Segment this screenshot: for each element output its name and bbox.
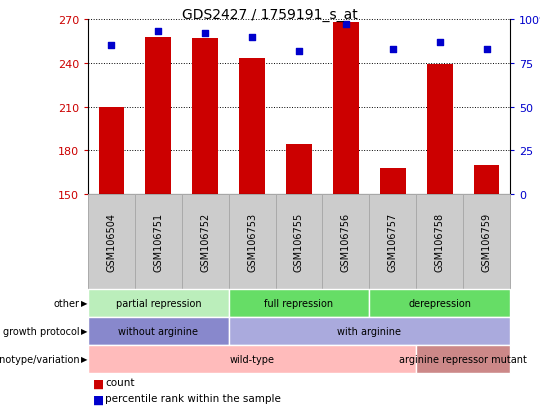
Text: percentile rank within the sample: percentile rank within the sample	[105, 393, 281, 403]
Text: full repression: full repression	[265, 298, 334, 308]
Point	[482, 46, 491, 53]
Text: GSM106751: GSM106751	[153, 212, 163, 271]
Bar	[380, 169, 406, 195]
Point	[201, 31, 210, 37]
Text: GSM106752: GSM106752	[200, 212, 210, 271]
Bar	[239, 59, 265, 195]
Text: wild-type: wild-type	[230, 354, 275, 364]
Bar	[192, 39, 218, 195]
Text: derepression: derepression	[408, 298, 471, 308]
Text: count: count	[105, 377, 135, 387]
Point	[154, 29, 163, 36]
Text: GSM106753: GSM106753	[247, 212, 257, 271]
Text: GSM106759: GSM106759	[482, 212, 491, 271]
Bar	[286, 145, 312, 195]
Text: GSM106757: GSM106757	[388, 212, 398, 271]
Text: GSM106504: GSM106504	[106, 212, 117, 271]
Bar	[427, 65, 453, 195]
Text: GSM106755: GSM106755	[294, 212, 304, 271]
Bar	[474, 166, 500, 195]
Text: GSM106758: GSM106758	[435, 212, 444, 271]
Text: GSM106756: GSM106756	[341, 212, 351, 271]
Text: growth protocol: growth protocol	[3, 326, 80, 336]
Point	[107, 43, 116, 50]
Text: arginine repressor mutant: arginine repressor mutant	[399, 354, 527, 364]
Text: with arginine: with arginine	[338, 326, 401, 336]
Bar	[333, 23, 359, 195]
Point	[248, 34, 256, 41]
Text: ■: ■	[93, 377, 105, 390]
Point	[435, 39, 444, 46]
Text: partial repression: partial repression	[116, 298, 201, 308]
Text: ■: ■	[93, 393, 105, 406]
Text: ▶: ▶	[81, 355, 87, 363]
Text: genotype/variation: genotype/variation	[0, 354, 80, 364]
Point	[388, 46, 397, 53]
Text: other: other	[54, 298, 80, 308]
Point	[342, 22, 350, 28]
Text: GDS2427 / 1759191_s_at: GDS2427 / 1759191_s_at	[182, 8, 358, 22]
Point	[295, 48, 303, 55]
Bar	[145, 38, 171, 195]
Bar	[98, 107, 124, 195]
Text: ▶: ▶	[81, 327, 87, 336]
Text: without arginine: without arginine	[118, 326, 198, 336]
Text: ▶: ▶	[81, 299, 87, 308]
